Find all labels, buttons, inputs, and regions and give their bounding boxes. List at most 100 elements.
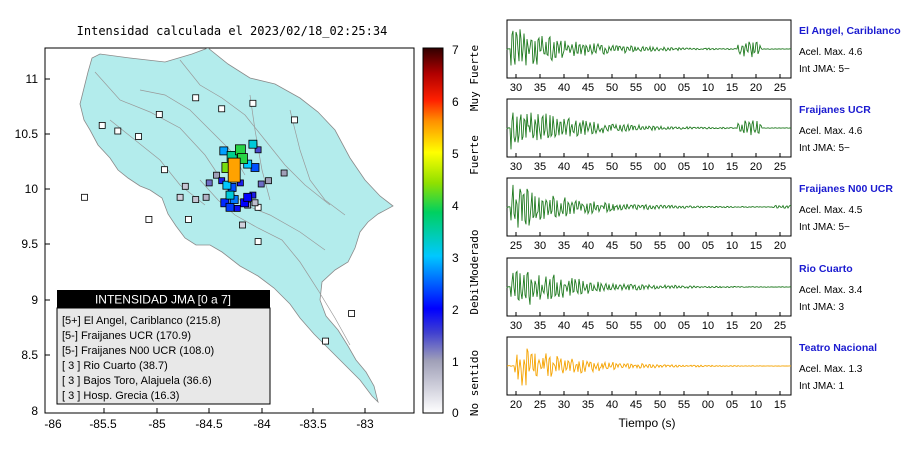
station-marker: [192, 196, 200, 203]
station-marker: [161, 166, 168, 174]
x-tick: -86: [44, 417, 62, 431]
waveform-tick-label: 15: [750, 240, 762, 252]
waveform-tick-label: 50: [606, 82, 618, 94]
legend-row: [5-] Fraijanes UCR (170.9): [62, 330, 191, 342]
station-marker: [98, 122, 106, 129]
y-tick: 8: [31, 404, 38, 418]
waveform-tick-label: 15: [726, 161, 738, 173]
waveform-tick-label: 45: [582, 82, 594, 94]
waveform-tick-label: 30: [510, 82, 522, 94]
colorbar-label: Moderado: [468, 230, 481, 283]
map-title: Intensidad calculada el 2023/02/18_02:25…: [77, 24, 388, 38]
y-tick: 10: [25, 182, 39, 196]
station-marker: [239, 221, 246, 229]
station-marker: [348, 310, 356, 317]
waveform-tick-label: 40: [558, 320, 570, 332]
waveform-trace: [506, 29, 792, 66]
waveform-tick-label: 45: [582, 161, 594, 173]
waveform-tick-label: 45: [606, 240, 618, 252]
station-intensity: Int JMA: 3: [799, 302, 844, 313]
colorbar-tick: 0: [452, 406, 459, 420]
waveform-panels: 30 35 40 45 50 55 00 05 10 15 20 25 El Angel, Caribl…: [506, 19, 901, 411]
waveform-tick-label: 20: [750, 82, 762, 94]
waveform-tick-label: 15: [774, 399, 786, 411]
station-marker: [114, 127, 122, 135]
station-name: El Angel, Cariblanco: [799, 25, 901, 37]
colorbar-tick: 2: [452, 303, 459, 317]
station-marker: [280, 169, 288, 177]
station-intensity: Int JMA: 5−: [799, 222, 850, 233]
station-marker: [265, 177, 272, 185]
colorbar-label: No sentido: [468, 350, 481, 416]
intensity-legend: INTENSIDAD JMA [0 a 7] [5+] El Angel, Ca…: [56, 290, 271, 405]
station-marker: [248, 139, 258, 149]
waveform-tick-label: 50: [606, 320, 618, 332]
costa-rica-landmass: [79, 48, 394, 404]
waveform-tick-label: 25: [534, 399, 546, 411]
station-marker: [155, 111, 163, 118]
map-y-axis: 11 10.5 10 9.5 9 8.5 8: [15, 72, 39, 418]
colorbar-labels: Muy Fuerte Fuerte Moderado Debil No sent…: [468, 45, 481, 416]
time-axis-label: Tiempo (s): [619, 416, 676, 430]
waveform-tick-label: 55: [630, 82, 642, 94]
y-tick: 10.5: [15, 127, 39, 141]
colorbar-tick: 1: [452, 355, 459, 369]
waveform-tick-label: 55: [678, 399, 690, 411]
waveform-tick-label: 30: [510, 161, 522, 173]
station-marker: [218, 177, 226, 185]
waveform-tick-label: 20: [510, 399, 522, 411]
waveform-tick-label: 35: [534, 320, 546, 332]
y-tick: 8.5: [21, 348, 38, 362]
station-marker: [227, 157, 241, 183]
map-body: [79, 48, 394, 404]
waveform-tick-label: 25: [510, 240, 522, 252]
station-marker: [225, 190, 235, 200]
waveform-tick-label: 15: [726, 82, 738, 94]
station-intensity: Int JMA: 1: [799, 381, 844, 392]
station-marker: [192, 94, 200, 102]
legend-row: [5+] El Angel, Cariblanco (215.8): [62, 315, 221, 327]
waveform-tick-label: 00: [654, 320, 666, 332]
x-tick: -83.5: [299, 417, 327, 431]
waveform-tick-label: 05: [678, 161, 690, 173]
waveform-tick-label: 00: [654, 82, 666, 94]
legend-header: INTENSIDAD JMA [0 a 7]: [95, 293, 231, 307]
y-tick: 9.5: [21, 237, 38, 251]
waveform-tick-label: 10: [702, 82, 714, 94]
waveform-panel: 25 30 35 40 45 50 55 00 05 10 15 20 Fraijanes N00 UC…: [506, 177, 893, 252]
waveform-tick-label: 35: [534, 161, 546, 173]
y-tick: 11: [26, 72, 39, 86]
station-name: Teatro Nacional: [799, 342, 877, 354]
waveform-panel: 30 35 40 45 50 55 00 05 10 15 20 25 El Angel, Caribl…: [506, 19, 901, 94]
waveform-tick-label: 50: [654, 399, 666, 411]
station-marker: [250, 163, 260, 172]
station-markers: [81, 94, 356, 345]
station-marker: [181, 182, 189, 190]
station-marker: [205, 179, 213, 187]
station-marker: [220, 198, 230, 208]
station-marker: [145, 215, 153, 223]
legend-row: [5-] Fraijanes N00 UCR (108.0): [62, 345, 214, 357]
station-marker: [251, 199, 259, 207]
waveform-tick-label: 25: [774, 82, 786, 94]
waveform-tick-label: 35: [534, 82, 546, 94]
waveform-tick-label: 45: [630, 399, 642, 411]
station-marker: [176, 193, 184, 201]
colorbar-tick: 7: [452, 43, 459, 57]
x-tick: -85.5: [89, 417, 117, 431]
station-acel: Acel. Max. 3.4: [799, 285, 863, 296]
station-acel: Acel. Max. 1.3: [799, 364, 863, 375]
waveform-tick-label: 30: [534, 240, 546, 252]
station-name: Fraijanes UCR: [799, 104, 871, 116]
x-tick: -85: [148, 417, 166, 431]
waveform-tick-label: 05: [678, 320, 690, 332]
station-marker: [81, 193, 88, 201]
waveform-trace: [506, 270, 792, 305]
waveform-tick-label: 35: [582, 399, 594, 411]
station-marker: [249, 99, 257, 107]
waveform-tick-label: 50: [606, 161, 618, 173]
map-x-axis: -86 -85.5 -85 -84.5 -84 -83.5 -83: [44, 417, 374, 431]
station-marker: [322, 337, 330, 345]
waveform-panel: 30 35 40 45 50 55 00 05 10 15 20 25 Fraijanes UCR Ace…: [506, 98, 871, 173]
